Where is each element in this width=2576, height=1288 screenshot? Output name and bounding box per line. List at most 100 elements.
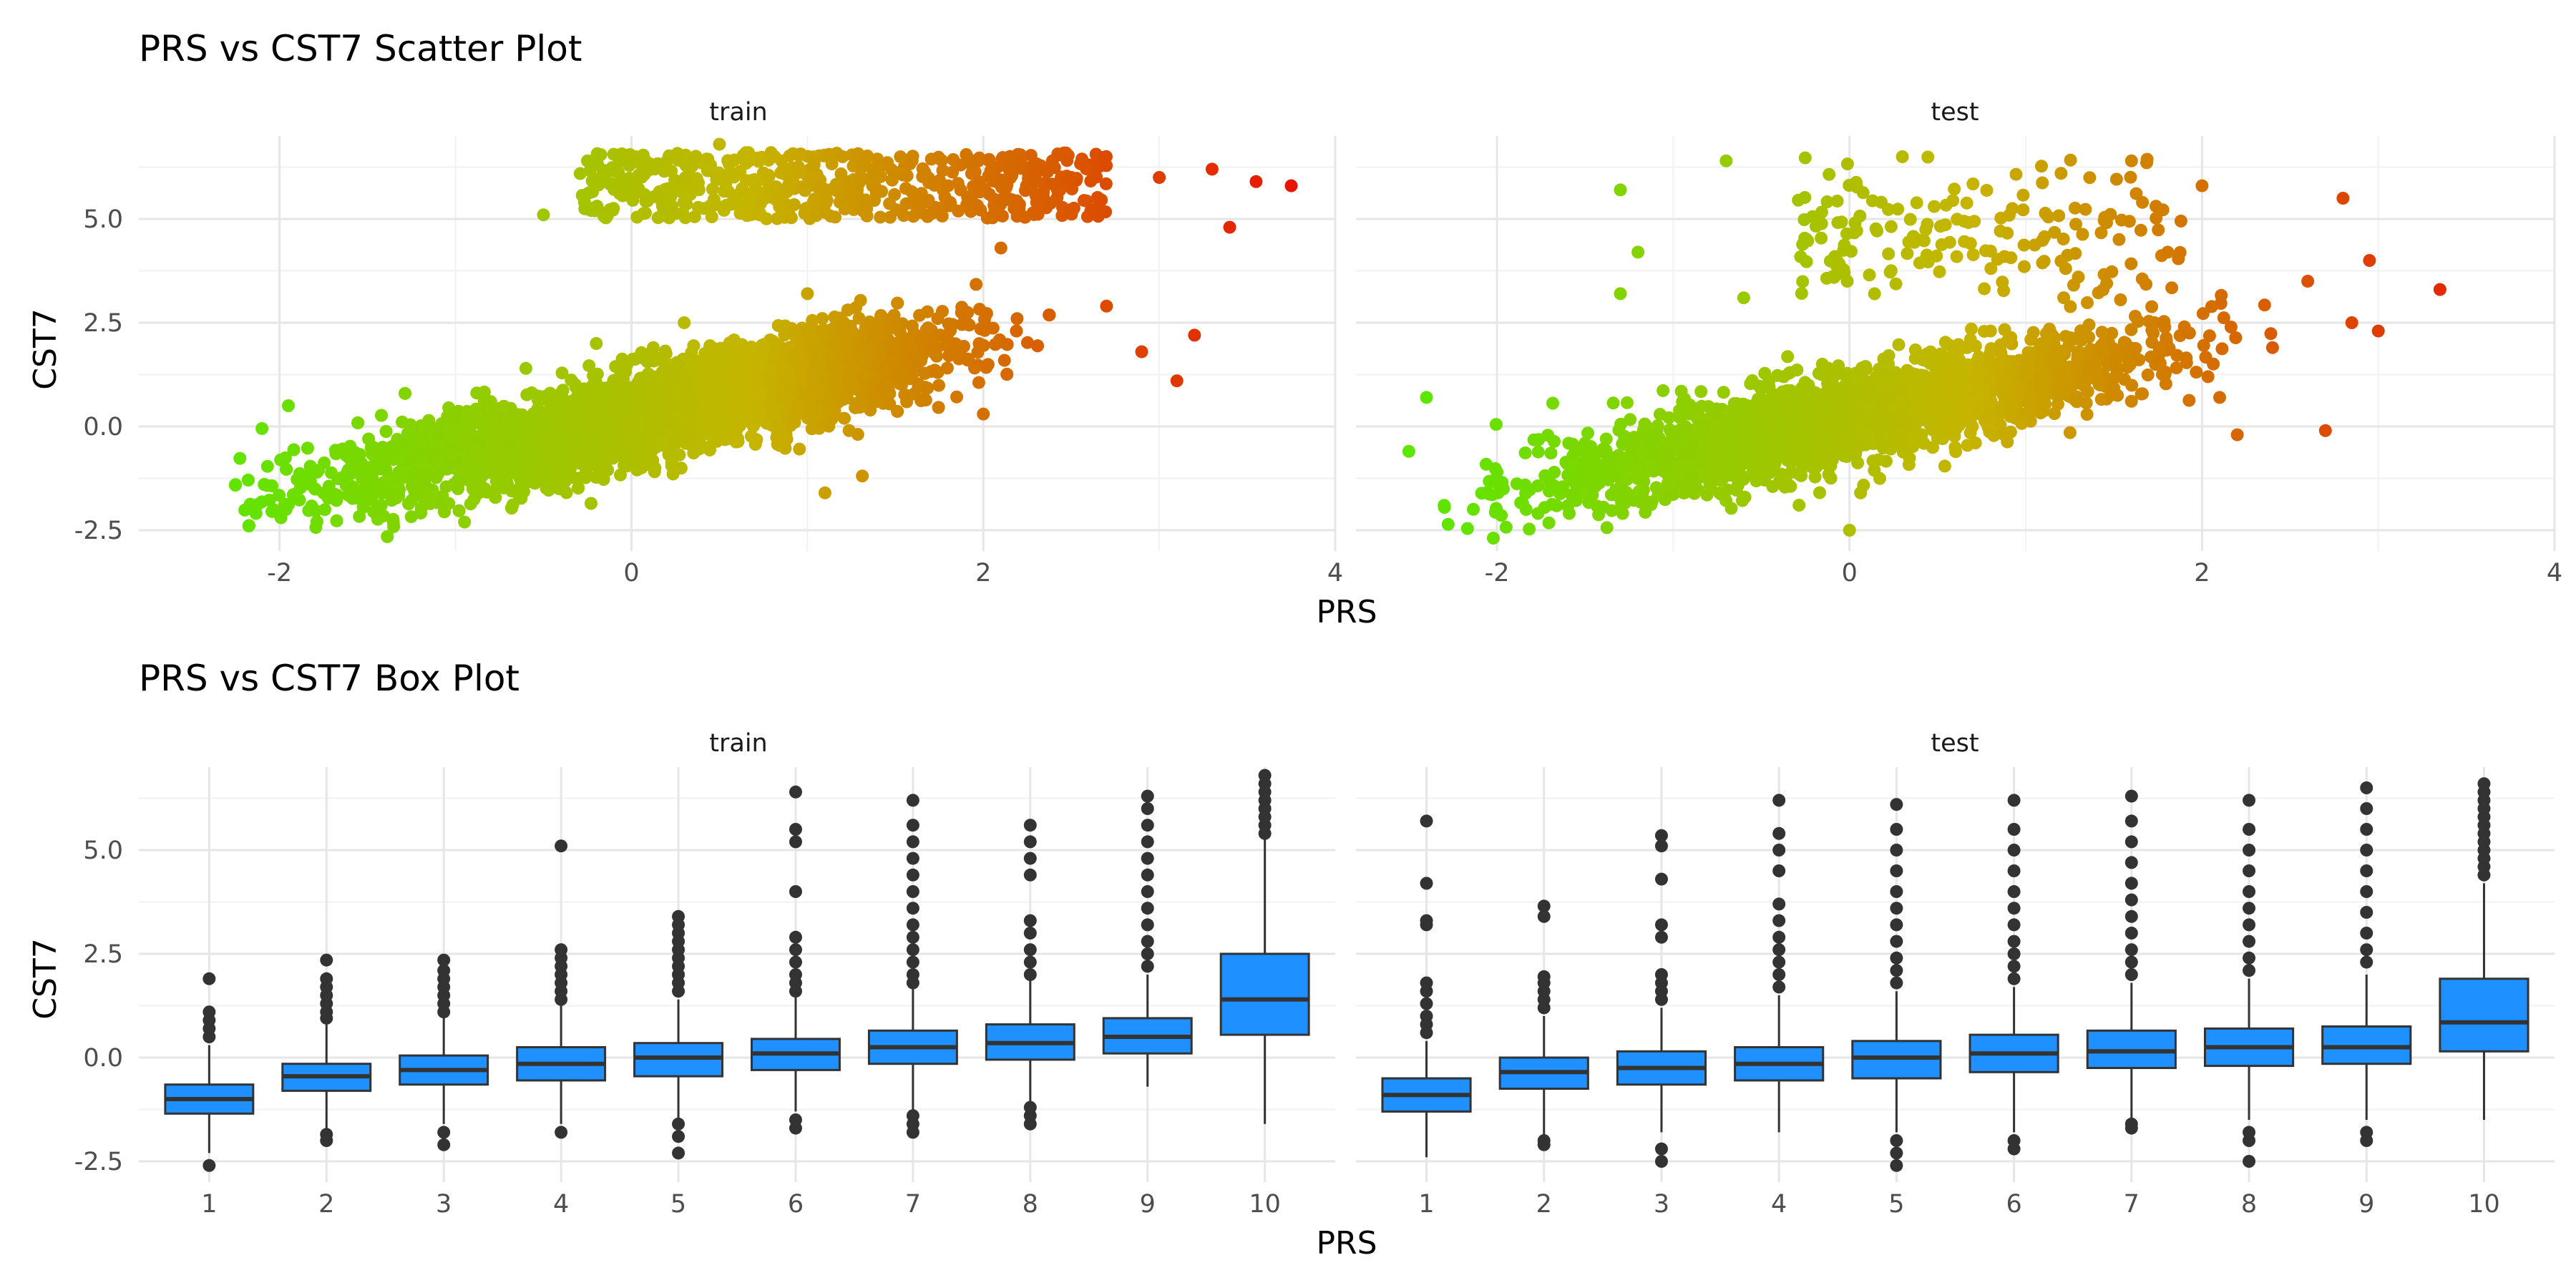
scatter-point	[336, 442, 349, 456]
scatter-point	[567, 471, 580, 484]
scatter-point	[932, 401, 945, 414]
scatter-point	[617, 386, 630, 400]
scatter-point	[756, 338, 769, 352]
scatter-point	[674, 462, 688, 475]
scatter-point	[523, 472, 537, 486]
scatter-point	[970, 278, 983, 291]
scatter-point	[597, 447, 610, 461]
scatter-point	[728, 429, 742, 443]
scatter-point	[452, 504, 466, 517]
scatter-strip-test: test	[1931, 98, 1979, 127]
scatter-point	[519, 425, 533, 439]
scatter-point	[836, 393, 849, 406]
scatter-point	[658, 367, 672, 381]
scatter-point	[452, 482, 464, 495]
scatter-point	[919, 394, 932, 407]
scatter-point	[766, 389, 779, 402]
scatter-point	[874, 348, 887, 362]
scatter-point	[932, 379, 945, 392]
scatter-point	[665, 455, 678, 469]
scatter-point	[330, 514, 343, 527]
scatter-point	[852, 311, 866, 325]
scatter-point	[663, 211, 676, 225]
scatter-point	[463, 457, 477, 471]
scatter-point	[587, 369, 600, 383]
scatter-point	[921, 305, 935, 318]
scatter-point	[1010, 210, 1024, 223]
scatter-point	[402, 497, 416, 510]
scatter-point	[878, 379, 892, 393]
scatter-point	[458, 515, 472, 529]
scatter-point	[445, 447, 459, 461]
scatter-point	[635, 403, 648, 416]
scatter-point	[687, 447, 701, 459]
scatter-point	[568, 378, 582, 391]
scatter-point	[550, 464, 563, 477]
scatter-point	[651, 211, 665, 225]
scatter-point	[827, 336, 841, 349]
scatter-point	[714, 349, 728, 363]
scatter-point	[751, 399, 765, 412]
scatter-point	[422, 414, 436, 427]
scatter-point	[693, 414, 707, 427]
scatter-point	[1003, 150, 1017, 163]
scatter-point	[828, 311, 841, 324]
scatter-point	[806, 410, 819, 424]
scatter-point	[309, 521, 323, 535]
scatter-point	[809, 350, 822, 364]
scatter-point	[640, 355, 654, 369]
scatter-point	[842, 424, 856, 437]
scatter-point	[641, 367, 655, 381]
scatter-point	[605, 404, 618, 417]
scatter-point	[477, 385, 491, 399]
scatter-point	[733, 419, 747, 432]
scatter-point	[584, 452, 597, 465]
scatter-point	[421, 468, 434, 482]
scatter-point	[846, 382, 859, 396]
scatter-point	[1000, 368, 1014, 381]
scatter-point	[453, 433, 467, 447]
scatter-point	[980, 307, 993, 321]
scatter-point	[464, 497, 477, 511]
scatter-point	[997, 353, 1011, 367]
scatter-point	[897, 209, 910, 223]
scatter-point	[891, 296, 904, 310]
scatter-point	[502, 436, 516, 450]
scatter-point	[243, 519, 255, 532]
scatter-point	[1020, 336, 1034, 349]
scatter-point	[852, 350, 866, 364]
scatter-point	[613, 155, 627, 168]
scatter-point	[875, 185, 889, 198]
scatter-point	[741, 209, 754, 223]
scatter-point	[572, 423, 586, 436]
scatter-point	[745, 429, 758, 443]
scatter-point	[931, 312, 945, 326]
scatter-strip-train: train	[709, 98, 767, 127]
scatter-point	[750, 374, 763, 387]
scatter-point	[980, 361, 993, 374]
scatter-point	[829, 376, 843, 390]
scatter-point	[806, 313, 819, 327]
scatter-point	[650, 416, 664, 429]
scatter-point	[851, 396, 864, 410]
scatter-point	[718, 185, 731, 198]
scatter-point	[638, 187, 651, 201]
scatter-point	[572, 482, 585, 494]
scatter-point	[351, 416, 365, 429]
scatter-point	[856, 469, 869, 483]
scatter-point	[701, 390, 715, 404]
scatter-point	[467, 441, 480, 454]
scatter-point	[625, 407, 638, 421]
scatter-point	[374, 462, 388, 476]
scatter-point	[601, 427, 615, 441]
scatter-point	[800, 324, 814, 338]
scatter-point	[582, 359, 596, 373]
scatter-point	[745, 341, 758, 353]
scatter-point	[688, 401, 702, 414]
scatter-point	[601, 463, 615, 477]
scatter-point	[465, 413, 479, 426]
scatter-point	[898, 388, 912, 401]
scatter-point	[816, 323, 830, 336]
scatter-point	[675, 411, 689, 425]
